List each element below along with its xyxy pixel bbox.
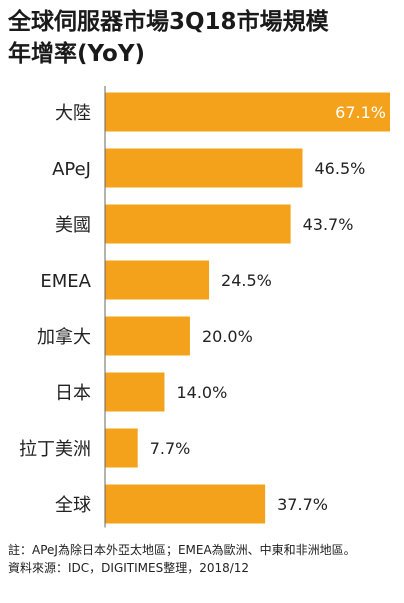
bar-1 <box>105 148 303 188</box>
footnote: 註： APeJ為除日本外亞太地區；EMEA為歐洲、中東和非洲地區。 <box>8 541 400 559</box>
category-label-6: 拉丁美洲 <box>19 439 91 460</box>
bar-5 <box>105 372 165 412</box>
value-label-1: 46.5% <box>315 159 366 178</box>
chart-title-line-2: 年增率(YoY) <box>8 41 146 67</box>
bar-0 <box>105 92 390 132</box>
value-label-0: 67.1% <box>335 103 386 122</box>
bar-4 <box>105 316 190 356</box>
footnote-label: 註： <box>8 543 33 557</box>
bar-6 <box>105 428 138 468</box>
bar-7 <box>105 484 266 524</box>
value-label-2: 43.7% <box>303 215 354 234</box>
value-label-5: 14.0% <box>176 383 227 402</box>
chart-title: 全球伺服器市場3Q18市場規模 年增率(YoY) <box>8 6 400 70</box>
value-label-3: 24.5% <box>221 271 272 290</box>
chart-notes: 註： APeJ為除日本外亞太地區；EMEA為歐洲、中東和非洲地區。 資料來源：I… <box>8 541 400 577</box>
category-label-4: 加拿大 <box>37 326 91 348</box>
category-label-3: EMEA <box>40 271 91 292</box>
chart-title-line-1: 全球伺服器市場3Q18市場規模 <box>8 9 329 35</box>
value-label-7: 37.7% <box>277 495 328 514</box>
bar-2 <box>105 204 291 244</box>
bar-3 <box>105 260 210 300</box>
bar-chart: 大陸 67.1% APeJ 46.5% 美國 43.7% EMEA 24.5% 加拿大 20.0%… <box>19 86 390 528</box>
category-label-0: 大陸 <box>55 103 91 124</box>
source-note: 資料來源：IDC，DIGITIMES整理，2018/12 <box>8 561 250 575</box>
value-label-4: 20.0% <box>202 327 253 346</box>
category-label-5: 日本 <box>55 383 91 404</box>
category-label-1: APeJ <box>52 159 91 180</box>
value-label-6: 7.7% <box>150 439 191 458</box>
category-label-7: 全球 <box>55 495 91 516</box>
category-label-2: 美國 <box>55 215 91 236</box>
footnote-text: APeJ為除日本外亞太地區；EMEA為歐洲、中東和非洲地區。 <box>32 543 356 557</box>
